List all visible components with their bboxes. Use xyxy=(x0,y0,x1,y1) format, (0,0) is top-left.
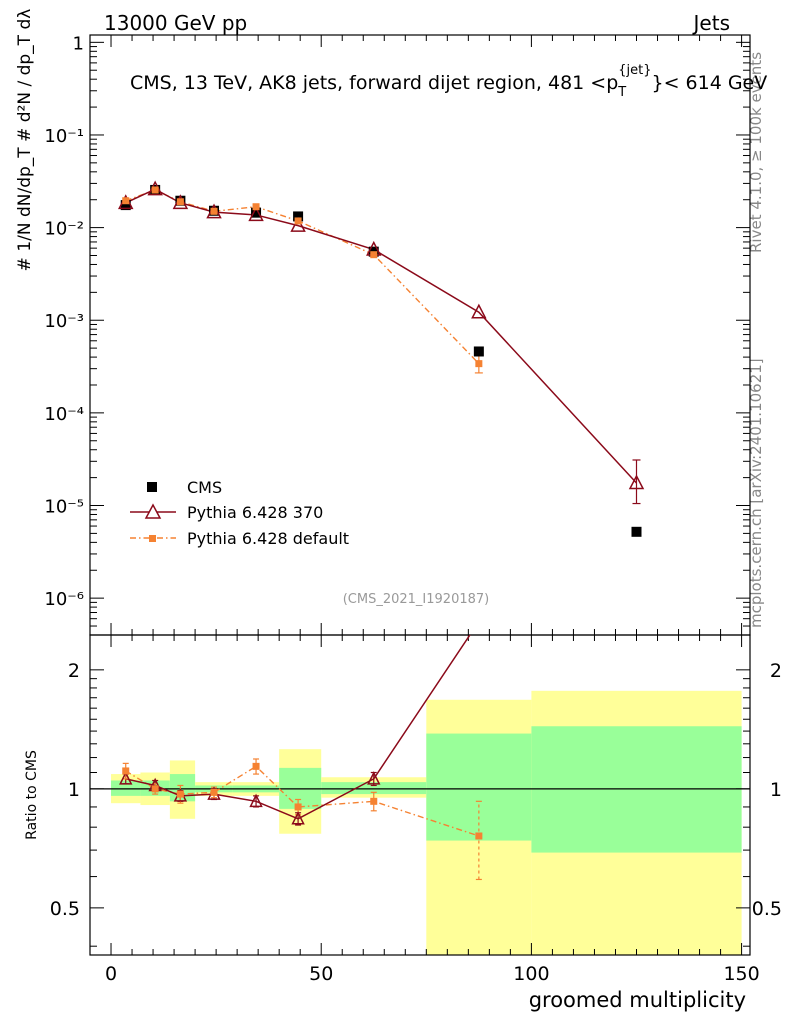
pdefault-point xyxy=(370,251,378,259)
ratio-pdefault-point xyxy=(122,767,130,775)
upper-ticks: 1 10⁻¹ 10⁻² 10⁻³ 10⁻⁴ 10⁻⁵ 10⁻⁶ xyxy=(44,33,750,636)
cms-point xyxy=(293,211,304,222)
legend-p370-marker xyxy=(144,503,162,519)
lower-frame xyxy=(89,634,751,956)
lower-ytick-label: 1 xyxy=(68,779,80,801)
pdefault-point xyxy=(252,203,260,211)
ylabel-text: # 1/N dN/dp_T # d²N / dp_T dλ xyxy=(15,9,35,272)
band-inner-0 xyxy=(111,780,141,796)
ratio-ylabel: Ratio to CMS xyxy=(24,750,40,840)
pdefault-point xyxy=(151,186,159,194)
ratio-pdefault-point xyxy=(252,762,260,770)
ratio-pdefault-point xyxy=(294,803,302,811)
p370-line xyxy=(125,188,638,484)
ratio-pdefault-point xyxy=(176,790,184,798)
ratio-pdefault-point xyxy=(475,832,483,840)
lower-ytick-label-right: 0.5 xyxy=(752,898,782,920)
x-axis-label: groomed multiplicity xyxy=(529,988,746,1012)
cms-point xyxy=(473,346,484,357)
upper-ytick-label: 10⁻⁵ xyxy=(44,497,84,518)
pdefault-point xyxy=(475,360,483,368)
rivet-label: Rivet 4.1.0, ≥ 100k events xyxy=(747,52,765,253)
p370-point xyxy=(248,206,264,222)
mcplots-label: mcplots.cern.ch [arXiv:2401.10621] xyxy=(747,358,765,628)
header-right: Jets xyxy=(692,11,730,35)
upper-ytick-label: 10⁻⁶ xyxy=(44,589,84,610)
plot-title: CMS, 13 TeV, AK8 jets, forward dijet reg… xyxy=(130,63,767,100)
p370-point xyxy=(628,474,645,490)
pdefault-point xyxy=(210,207,218,215)
upper-ytick-label: 10⁻¹ xyxy=(44,126,84,147)
upper-ytick-label: 10⁻² xyxy=(44,219,84,240)
band-inner-6 xyxy=(321,782,427,795)
upper-ytick-label: 10⁻⁴ xyxy=(44,404,84,425)
upper-series xyxy=(117,180,645,537)
pdefault-point xyxy=(122,197,130,205)
xtick-label: 150 xyxy=(723,963,759,985)
legend-pdef-marker xyxy=(149,535,156,542)
title-main: CMS, 13 TeV, AK8 jets, forward dijet reg… xyxy=(130,72,618,94)
header-left: 13000 GeV pp xyxy=(104,11,247,35)
title-sub: T xyxy=(617,85,626,100)
upper-panel: 1 10⁻¹ 10⁻² 10⁻³ 10⁻⁴ 10⁻⁵ 10⁻⁶ CMS, 13 TeV, A… xyxy=(15,9,767,636)
ratio-p370-point xyxy=(119,771,133,785)
lower-axes-box xyxy=(89,634,751,956)
cms-point xyxy=(120,200,131,211)
lower-ticks: 0 50 100 150 0.5 0.5 1 1 2 2 xyxy=(50,635,782,985)
lower-panel: 0 50 100 150 0.5 0.5 1 1 2 2 Ratio to CMS groomed… xyxy=(24,634,782,1012)
upper-ylabel: # 1/N dN/dp_T # d²N / dp_T dλ xyxy=(15,9,35,272)
lower-ytick-label-right: 2 xyxy=(770,660,782,682)
lower-series xyxy=(119,635,483,881)
upper-ytick-label: 1 xyxy=(73,33,84,54)
legend-cms-label: CMS xyxy=(187,478,222,497)
legend-p370-label: Pythia 6.428 370 xyxy=(187,503,323,522)
ratio-p370-point xyxy=(249,793,263,808)
legend-cms-marker xyxy=(147,482,157,492)
lower-ytick-label: 0.5 xyxy=(50,898,80,920)
title-end: }< 614 GeV xyxy=(651,72,767,94)
pdefault-point xyxy=(294,217,302,225)
lower-bands xyxy=(111,690,742,955)
ratio-pdefault-point xyxy=(370,797,378,805)
xtick-label: 50 xyxy=(309,963,333,985)
pdefault-point xyxy=(176,198,184,206)
legend: CMS Pythia 6.428 370 Pythia 6.428 defaul… xyxy=(130,478,349,548)
xtick-label: 100 xyxy=(513,963,549,985)
lower-ytick-label-right: 1 xyxy=(770,779,782,801)
upper-ytick-label: 10⁻³ xyxy=(44,311,84,332)
p370-point xyxy=(290,217,306,232)
analysis-id: (CMS_2021_I1920187) xyxy=(343,592,490,607)
legend-pdef-label: Pythia 6.428 default xyxy=(187,529,349,548)
ratio-pdefault-point xyxy=(151,785,159,793)
cms-point xyxy=(631,526,642,537)
cms-point xyxy=(251,207,262,218)
ratio-p370-point xyxy=(291,811,305,825)
p370-point xyxy=(471,303,487,319)
title-sup: {jet} xyxy=(618,63,651,78)
xtick-label: 0 xyxy=(105,963,117,985)
lower-ytick-label: 2 xyxy=(68,660,80,682)
ratio-p370-point xyxy=(367,771,381,785)
ratio-pdefault-point xyxy=(210,788,218,796)
